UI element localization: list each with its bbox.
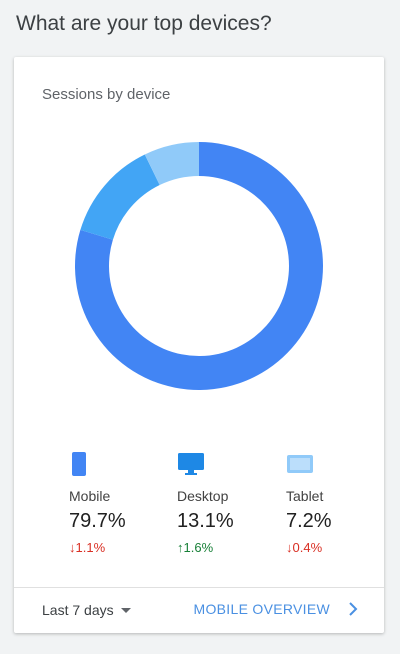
legend-label: Tablet <box>286 488 324 504</box>
delta-value: 0.4% <box>292 540 323 555</box>
legend-label: Desktop <box>177 488 229 504</box>
sessions-donut-chart <box>74 142 323 390</box>
delta-value: 1.6% <box>183 540 214 555</box>
tablet-icon <box>286 450 396 478</box>
donut-slice-tablet[interactable] <box>144 142 199 186</box>
card-divider <box>14 587 384 588</box>
caret-down-icon <box>120 607 131 613</box>
arrow-up-icon: ↑ <box>177 540 184 555</box>
legend-percent: 13.1% <box>177 510 234 532</box>
date-range-dropdown[interactable]: Last 7 days <box>42 602 131 618</box>
legend-delta: ↑1.6% <box>177 540 287 555</box>
legend-item-desktop: Desktop 13.1% ↑1.6% <box>177 450 287 555</box>
chevron-right-icon <box>349 602 358 616</box>
legend-item-tablet: Tablet 7.2% ↓0.4% <box>286 450 396 555</box>
legend-label: Mobile <box>69 488 111 504</box>
legend-item-mobile: Mobile 79.7% ↓1.1% <box>69 450 179 555</box>
smartphone-icon <box>69 450 179 478</box>
date-range-label: Last 7 days <box>42 602 114 618</box>
desktop-icon <box>177 450 287 478</box>
legend-delta: ↓1.1% <box>69 540 179 555</box>
page-heading: What are your top devices? <box>16 12 272 35</box>
legend-percent: 7.2% <box>286 510 332 532</box>
arrow-down-icon: ↓ <box>286 540 293 555</box>
legend-delta: ↓0.4% <box>286 540 396 555</box>
mobile-overview-label: MOBILE OVERVIEW <box>193 601 330 617</box>
arrow-down-icon: ↓ <box>69 540 76 555</box>
mobile-overview-link[interactable]: MOBILE OVERVIEW <box>194 601 359 617</box>
delta-value: 1.1% <box>75 540 106 555</box>
card-title: Sessions by device <box>42 86 171 103</box>
donut-slice-desktop[interactable] <box>80 154 160 240</box>
devices-card: Sessions by device Mobile 79.7% ↓1.1% <box>14 57 384 633</box>
device-legend: Mobile 79.7% ↓1.1% Desktop 13.1% ↑1.6% <box>14 450 384 555</box>
legend-percent: 79.7% <box>69 510 126 532</box>
